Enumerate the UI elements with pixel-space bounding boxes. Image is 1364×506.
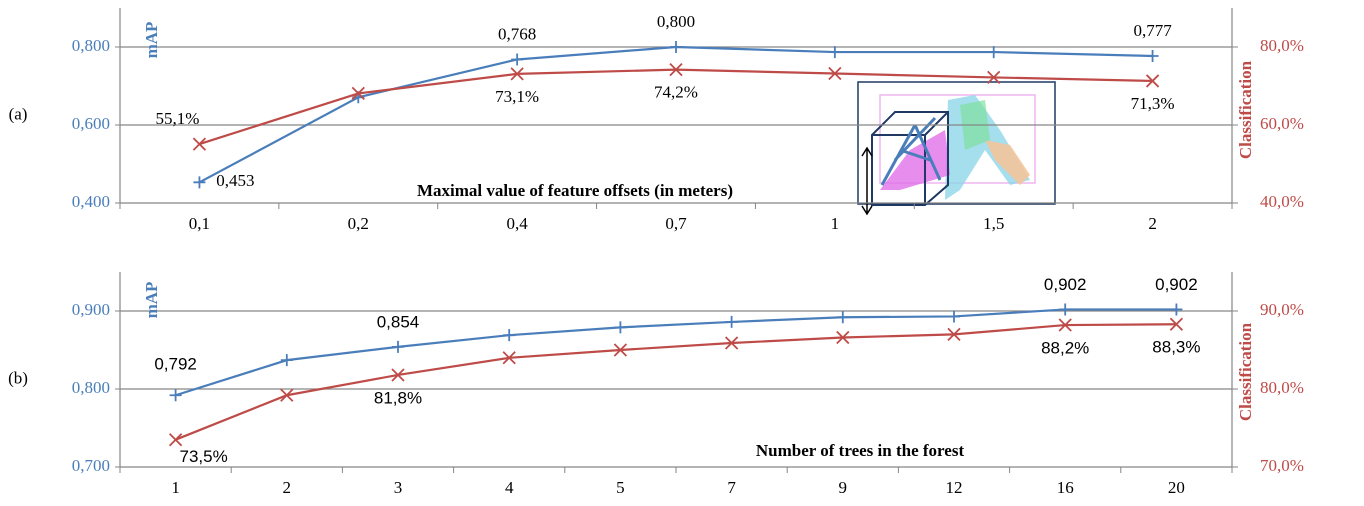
marker bbox=[987, 70, 1001, 85]
x-tick-label: 5 bbox=[616, 478, 625, 497]
x-tick-label: 9 bbox=[839, 478, 848, 497]
axis-title: Classification bbox=[1236, 60, 1255, 159]
inset-illustration bbox=[857, 81, 1056, 216]
value-label: 0,854 bbox=[377, 312, 420, 331]
marker bbox=[836, 330, 850, 345]
marker bbox=[1169, 317, 1184, 331]
x-tick-label: 1,5 bbox=[983, 214, 1004, 233]
x-tick-label: 1 bbox=[831, 214, 840, 233]
x-tick-label: 0,7 bbox=[665, 214, 687, 233]
x-tick-label: 0,4 bbox=[507, 214, 529, 233]
marker bbox=[1146, 49, 1159, 62]
y2-tick-label: 90,0% bbox=[1260, 300, 1304, 319]
y2-tick-label: 40,0% bbox=[1260, 192, 1304, 211]
marker bbox=[614, 321, 627, 334]
marker bbox=[169, 389, 182, 402]
marker bbox=[948, 310, 960, 323]
value-label: 88,2% bbox=[1041, 339, 1089, 358]
value-label: 88,3% bbox=[1152, 338, 1200, 357]
axis-title: mAP bbox=[142, 282, 161, 319]
marker bbox=[192, 137, 207, 151]
y-tick-label: 0,800 bbox=[72, 378, 110, 397]
marker bbox=[724, 336, 739, 350]
marker bbox=[613, 343, 628, 357]
marker bbox=[503, 329, 516, 342]
value-label: 74,2% bbox=[654, 83, 698, 102]
panel: (a) 0,400 0,600 0,800 40,0% 60,0% 80,0% 0,1 0,2 0… bbox=[9, 8, 1304, 233]
marker bbox=[947, 327, 961, 342]
value-label: 0,902 bbox=[1044, 275, 1087, 294]
marker bbox=[828, 66, 842, 81]
marker bbox=[391, 368, 405, 382]
x-tick-label: 7 bbox=[727, 478, 736, 497]
x-tick-label: 2 bbox=[1148, 214, 1157, 233]
y-tick-label: 0,800 bbox=[72, 36, 110, 55]
value-label: 73,5% bbox=[179, 447, 227, 466]
value-label: 0,902 bbox=[1155, 275, 1198, 294]
marker bbox=[828, 46, 841, 59]
marker bbox=[510, 67, 524, 81]
marker bbox=[351, 86, 365, 101]
marker bbox=[670, 41, 682, 53]
axis-title: mAP bbox=[142, 22, 161, 59]
y-tick-label: 0,600 bbox=[72, 114, 110, 133]
value-label: 73,1% bbox=[495, 87, 539, 106]
x-tick-label: 12 bbox=[946, 478, 963, 497]
value-label: 0,777 bbox=[1133, 21, 1172, 40]
panel-label: (b) bbox=[8, 368, 28, 387]
marker bbox=[1058, 318, 1072, 332]
marker bbox=[511, 53, 524, 66]
x-tick-label: 1 bbox=[171, 478, 180, 497]
y2-tick-label: 80,0% bbox=[1260, 378, 1304, 397]
marker bbox=[392, 340, 404, 353]
x-tick-label: 2 bbox=[283, 478, 292, 497]
x-tick-label: 3 bbox=[394, 478, 403, 497]
x-axis-title: Maximal value of feature offsets (in met… bbox=[417, 181, 733, 200]
marker bbox=[836, 311, 849, 324]
x-tick-label: 0,2 bbox=[348, 214, 369, 233]
marker bbox=[987, 46, 1000, 59]
series-line bbox=[175, 323, 1177, 441]
marker bbox=[1059, 303, 1072, 316]
axis-title: Classification bbox=[1236, 322, 1255, 421]
value-label: 55,1% bbox=[155, 109, 199, 128]
series-line bbox=[175, 308, 1177, 397]
marker bbox=[725, 315, 738, 328]
marker bbox=[168, 433, 183, 447]
x-tick-label: 20 bbox=[1168, 478, 1185, 497]
marker bbox=[669, 62, 683, 77]
marker bbox=[502, 351, 516, 365]
marker bbox=[193, 176, 206, 189]
marker bbox=[1145, 74, 1160, 88]
value-label: 0,792 bbox=[154, 355, 197, 374]
y2-tick-label: 60,0% bbox=[1260, 114, 1304, 133]
x-tick-label: 16 bbox=[1057, 478, 1074, 497]
panel-label: (a) bbox=[9, 104, 28, 123]
marker bbox=[280, 388, 294, 402]
value-label: 81,8% bbox=[374, 388, 422, 407]
value-label: 71,3% bbox=[1131, 94, 1175, 113]
y2-tick-label: 70,0% bbox=[1260, 456, 1304, 475]
value-label: 0,453 bbox=[216, 171, 254, 190]
y2-tick-label: 80,0% bbox=[1260, 36, 1304, 55]
x-axis-title: Number of trees in the forest bbox=[756, 441, 965, 460]
y-tick-label: 0,900 bbox=[72, 300, 110, 319]
value-label: 0,768 bbox=[498, 24, 536, 43]
y-tick-label: 0,700 bbox=[72, 456, 110, 475]
x-tick-label: 4 bbox=[505, 478, 514, 497]
value-label: 0,800 bbox=[657, 12, 695, 31]
marker bbox=[280, 354, 293, 367]
y-tick-label: 0,400 bbox=[72, 192, 110, 211]
marker bbox=[1170, 303, 1183, 316]
x-tick-label: 0,1 bbox=[189, 214, 210, 233]
